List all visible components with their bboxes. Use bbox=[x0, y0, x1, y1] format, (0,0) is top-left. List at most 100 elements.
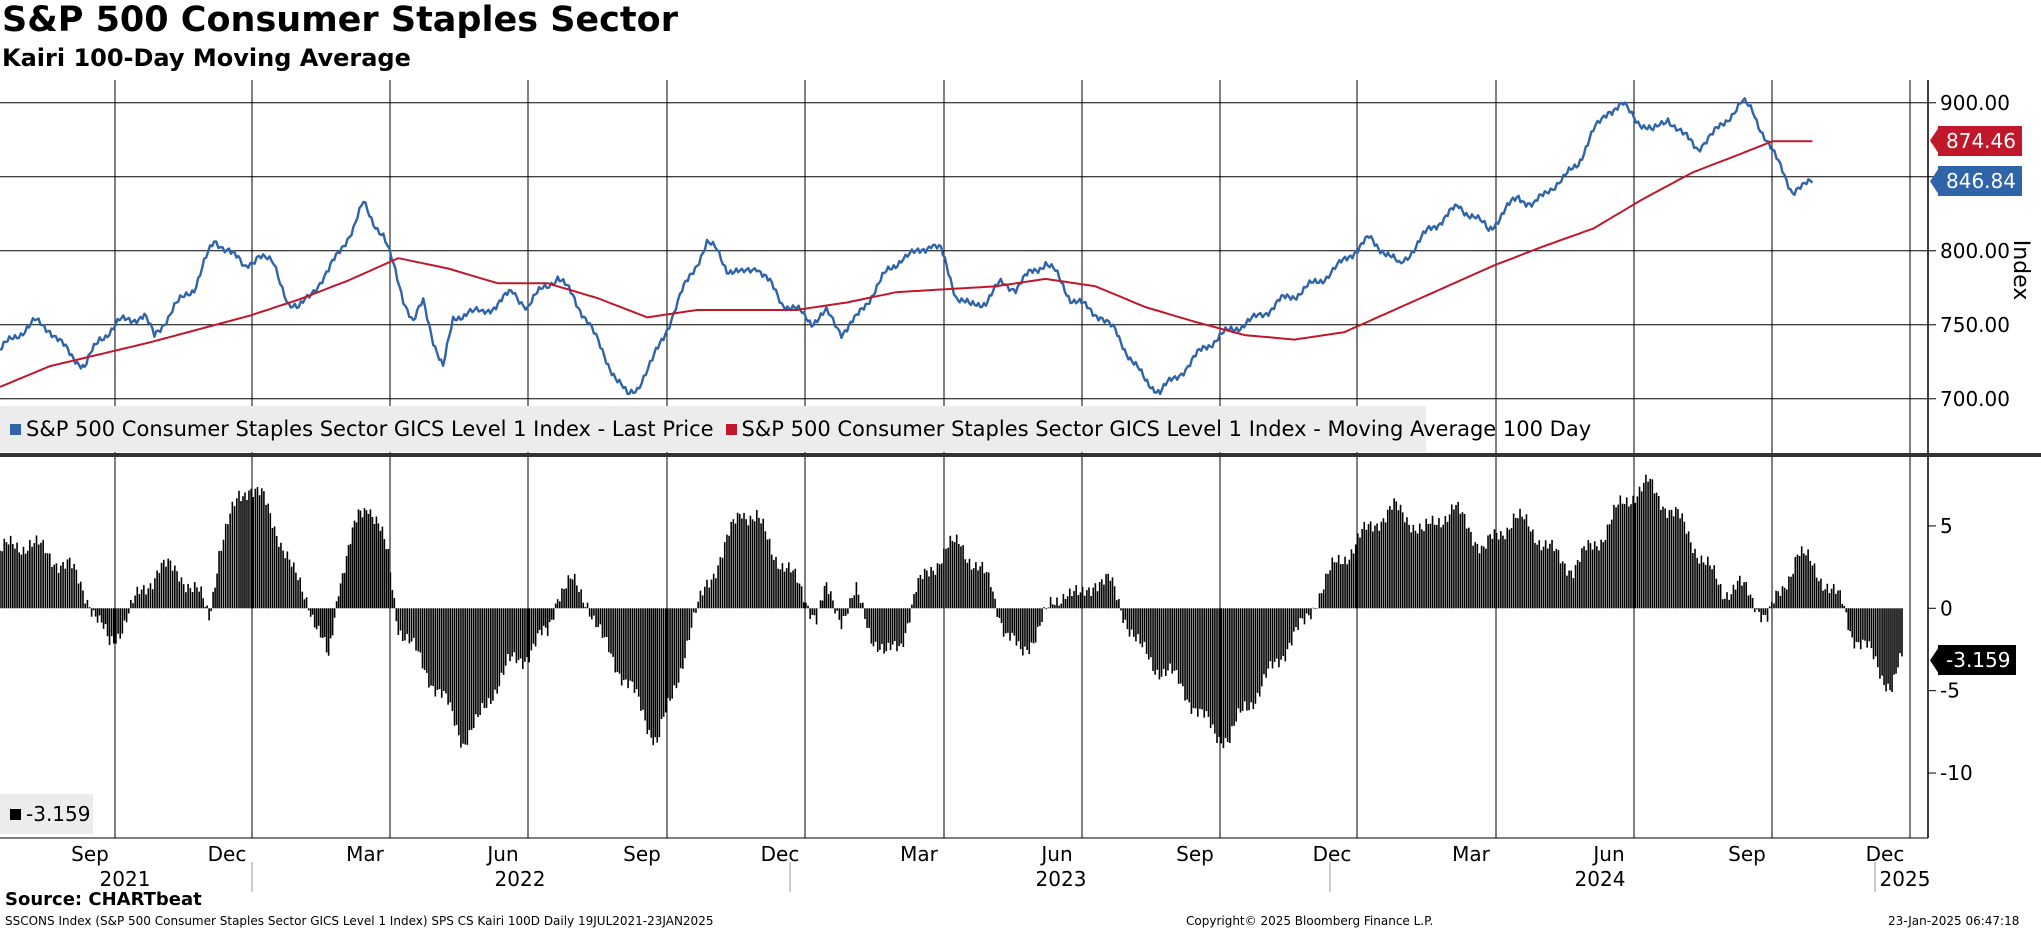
kairi-bar bbox=[699, 590, 702, 609]
x-tick-label-month: Mar bbox=[900, 842, 939, 866]
kairi-bar bbox=[200, 586, 202, 609]
kairi-bar bbox=[544, 608, 547, 628]
kairi-bar bbox=[1273, 608, 1276, 662]
kairi-bar bbox=[1446, 521, 1449, 609]
kairi-legend[interactable]: -3.159 bbox=[0, 794, 93, 834]
kairi-bar bbox=[1585, 550, 1587, 609]
legend-item-last-price[interactable]: S&P 500 Consumer Staples Sector GICS Lev… bbox=[10, 417, 714, 441]
kairi-bar bbox=[238, 490, 240, 609]
kairi-bar bbox=[546, 608, 549, 636]
kairi-bar bbox=[494, 608, 496, 690]
kairi-bar bbox=[391, 589, 394, 609]
kairi-bar bbox=[1211, 608, 1214, 725]
kairi-bar bbox=[115, 608, 117, 644]
kairi-bar bbox=[1382, 518, 1385, 609]
kairi-bar bbox=[449, 608, 452, 703]
kairi-bar bbox=[295, 572, 297, 609]
kairi-bar bbox=[1713, 565, 1716, 609]
kairi-bar bbox=[1346, 564, 1348, 609]
kairi-bar bbox=[1589, 543, 1592, 609]
kairi-bar bbox=[721, 557, 724, 609]
kairi-bar bbox=[1404, 522, 1406, 609]
kairi-bar bbox=[1508, 529, 1511, 609]
kairi-bar bbox=[1879, 608, 1881, 679]
kairi-bar bbox=[29, 539, 31, 609]
kairi-bar bbox=[62, 562, 64, 609]
kairi-bar bbox=[800, 586, 803, 609]
kairi-bar bbox=[1717, 584, 1720, 609]
kairi-bar bbox=[462, 608, 464, 744]
kairi-bar bbox=[847, 608, 849, 614]
kairi-bar bbox=[42, 539, 44, 609]
kairi-bar bbox=[836, 608, 838, 611]
kairi-bar bbox=[522, 608, 524, 669]
kairi-bar bbox=[530, 608, 533, 651]
kairi-bar bbox=[1007, 608, 1009, 633]
kairi-bar bbox=[343, 572, 346, 609]
kairi-bar bbox=[870, 608, 873, 644]
kairi-bar bbox=[1314, 608, 1316, 610]
kairi-bar bbox=[1261, 608, 1263, 687]
kairi-bar bbox=[840, 608, 843, 630]
kairi-bar bbox=[269, 513, 272, 609]
kairi-bar bbox=[1203, 608, 1206, 718]
kairi-bar bbox=[548, 608, 551, 623]
kairi-bar bbox=[119, 608, 122, 639]
kairi-bar bbox=[1293, 608, 1295, 632]
kairi-bar bbox=[363, 508, 366, 609]
kairi-bar bbox=[928, 576, 930, 609]
y-axis-title: Index bbox=[2008, 240, 2033, 301]
kairi-bar bbox=[1389, 506, 1391, 609]
kairi-bar bbox=[885, 608, 888, 652]
kairi-bar bbox=[1872, 608, 1875, 660]
kairi-bar bbox=[881, 608, 883, 644]
kairi-bar bbox=[1017, 608, 1020, 642]
kairi-bar bbox=[284, 558, 287, 609]
kairi-bar bbox=[627, 608, 629, 689]
kairi-bar bbox=[1205, 608, 1208, 712]
x-tick-label-month: Mar bbox=[346, 842, 385, 866]
x-tick-label-month: Sep bbox=[1728, 842, 1766, 866]
kairi-bar bbox=[751, 519, 754, 609]
kairi-bar bbox=[1395, 501, 1398, 609]
kairi-bar bbox=[951, 540, 954, 609]
kairi-bar bbox=[1877, 608, 1879, 668]
kairi-bar bbox=[1376, 523, 1378, 609]
kairi-bar bbox=[658, 608, 661, 738]
kairi-bar bbox=[1604, 540, 1607, 609]
kairi-bar bbox=[513, 608, 516, 653]
kairi-bar bbox=[1634, 502, 1637, 609]
kairi-bar bbox=[1870, 608, 1873, 649]
kairi-bar bbox=[349, 543, 352, 609]
kairi-bar bbox=[413, 608, 415, 638]
kairi-bar bbox=[1352, 553, 1355, 609]
kairi-bar bbox=[1764, 608, 1767, 615]
kairi-bar bbox=[710, 579, 713, 609]
kairi-bar bbox=[1137, 608, 1139, 635]
legend-item-moving-average[interactable]: S&P 500 Consumer Staples Sector GICS Lev… bbox=[725, 417, 1591, 441]
kairi-bar bbox=[1636, 496, 1639, 609]
value-tag-arrow bbox=[1930, 166, 1940, 197]
kairi-bar bbox=[229, 513, 231, 609]
chart-title: S&P 500 Consumer Staples Sector bbox=[2, 0, 678, 40]
kairi-bar bbox=[753, 521, 756, 609]
kairi-bar bbox=[260, 488, 263, 609]
kairi-bar bbox=[1495, 532, 1498, 609]
kairi-bar bbox=[258, 495, 261, 609]
kairi-bar bbox=[26, 550, 29, 609]
kairi-bar bbox=[265, 504, 267, 609]
kairi-bar bbox=[781, 563, 784, 609]
kairi-bar bbox=[708, 587, 711, 609]
kairi-bar bbox=[246, 499, 248, 609]
kairi-bar bbox=[1681, 513, 1684, 609]
kairi-bar bbox=[1679, 518, 1681, 609]
kairi-bar bbox=[603, 608, 606, 638]
kairi-bar bbox=[256, 487, 259, 609]
kairi-bar bbox=[1079, 592, 1082, 609]
kairi-bar bbox=[1026, 608, 1028, 651]
kairi-bar bbox=[40, 542, 42, 609]
kairi-bar bbox=[578, 592, 580, 609]
kairi-bar bbox=[1630, 504, 1632, 609]
kairi-bar bbox=[650, 608, 653, 738]
kairi-bar bbox=[756, 509, 758, 609]
